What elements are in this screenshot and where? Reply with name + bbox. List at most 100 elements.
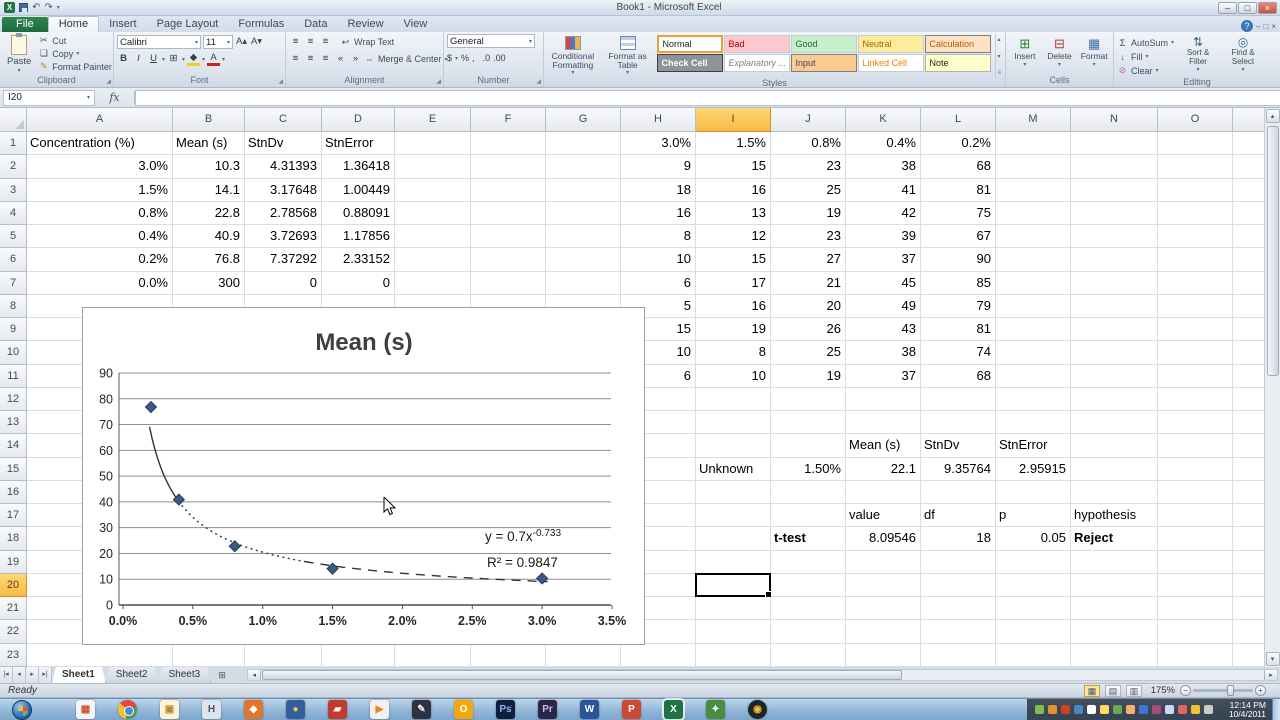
grid-cell-F7[interactable] — [471, 271, 546, 295]
column-header-E[interactable]: E — [395, 108, 471, 132]
grid-cell-K6[interactable]: 37 — [846, 248, 921, 272]
grid-cell-G5[interactable] — [546, 225, 621, 249]
grid-cell-K15[interactable]: 22.1 — [846, 457, 921, 481]
row-header-17[interactable]: 17 — [0, 504, 27, 528]
grid-cell-E23[interactable] — [395, 643, 471, 667]
grid-cell-O5[interactable] — [1158, 225, 1233, 249]
grid-cell-F3[interactable] — [471, 178, 546, 202]
grid-cell-L19[interactable] — [921, 550, 996, 574]
column-header-J[interactable]: J — [771, 108, 846, 132]
tray-icon-13[interactable] — [1190, 705, 1200, 714]
grow-font-icon[interactable]: A▴ — [235, 36, 248, 47]
grid-cell-O19[interactable] — [1158, 550, 1233, 574]
grid-cell-A4[interactable]: 0.8% — [27, 201, 173, 225]
grid-cell-M5[interactable] — [996, 225, 1071, 249]
grid-cell-B6[interactable]: 76.8 — [173, 248, 245, 272]
grid-cell-M8[interactable] — [996, 294, 1071, 318]
grid-cell-O20[interactable] — [1158, 573, 1233, 597]
grid-cell-G7[interactable] — [546, 271, 621, 295]
next-sheet-icon[interactable]: ▸ — [26, 667, 39, 683]
accounting-format-icon[interactable]: $ — [447, 53, 453, 63]
horizontal-scroll-thumb[interactable] — [262, 670, 903, 680]
grid-cell-D5[interactable]: 1.17856 — [322, 225, 395, 249]
clear-button[interactable]: ⊘ Clear ▾ — [1118, 65, 1159, 76]
cell-style-bad[interactable]: Bad — [724, 35, 791, 53]
grid-cell-A23[interactable] — [27, 643, 173, 667]
grid-cell-H6[interactable]: 10 — [621, 248, 696, 272]
grid-cell-J11[interactable]: 19 — [771, 364, 846, 388]
grid-cell-J12[interactable] — [771, 387, 846, 411]
grid-cell-O11[interactable] — [1158, 364, 1233, 388]
grid-cell-L22[interactable] — [921, 620, 996, 644]
grid-cell-I13[interactable] — [696, 411, 771, 435]
grid-cell-L7[interactable]: 85 — [921, 271, 996, 295]
grid-cell-J13[interactable] — [771, 411, 846, 435]
grid-cell-B5[interactable]: 40.9 — [173, 225, 245, 249]
grid-cell-N23[interactable] — [1071, 643, 1158, 667]
grid-cell-N3[interactable] — [1071, 178, 1158, 202]
grid-cell-O21[interactable] — [1158, 597, 1233, 621]
grid-cell-I12[interactable] — [696, 387, 771, 411]
grid-cell-M21[interactable] — [996, 597, 1071, 621]
grid-cell-K10[interactable]: 38 — [846, 341, 921, 365]
tab-file[interactable]: File — [2, 17, 48, 32]
grid-cell-I17[interactable] — [696, 504, 771, 528]
grid-cell-A3[interactable]: 1.5% — [27, 178, 173, 202]
normal-view-icon[interactable]: ▦ — [1084, 684, 1100, 697]
tray-icon-9[interactable] — [1138, 705, 1148, 714]
grid-cell-M1[interactable] — [996, 132, 1071, 156]
tab-insert[interactable]: Insert — [109, 18, 137, 30]
row-header-21[interactable]: 21 — [0, 597, 27, 621]
conditional-formatting-button[interactable]: Conditional Formatting ▾ — [547, 34, 599, 78]
qat-dropdown-icon[interactable]: ▾ — [56, 5, 60, 11]
grid-cell-K13[interactable] — [846, 411, 921, 435]
cell-style-linked-cell[interactable]: Linked Cell — [858, 54, 925, 72]
grid-cell-O4[interactable] — [1158, 201, 1233, 225]
format-painter-button[interactable]: ✎ Format Painter — [40, 61, 112, 72]
grid-cell-J1[interactable]: 0.8% — [771, 132, 846, 156]
grid-cell-O14[interactable] — [1158, 434, 1233, 458]
grid-cell-H7[interactable]: 6 — [621, 271, 696, 295]
grid-cell-E4[interactable] — [395, 201, 471, 225]
grid-cell-K4[interactable]: 42 — [846, 201, 921, 225]
tab-data[interactable]: Data — [304, 18, 328, 30]
grid-cell-O18[interactable] — [1158, 527, 1233, 551]
grid-cell-L5[interactable]: 67 — [921, 225, 996, 249]
grid-cell-I2[interactable]: 15 — [696, 155, 771, 179]
wrap-text-button[interactable]: ↩ Wrap Text — [341, 36, 395, 48]
font-size-select[interactable]: 11 ▾ — [203, 35, 233, 49]
grid-cell-H4[interactable]: 16 — [621, 201, 696, 225]
grid-cell-H5[interactable]: 8 — [621, 225, 696, 249]
grid-cell-K11[interactable]: 37 — [846, 364, 921, 388]
grid-cell-J2[interactable]: 23 — [771, 155, 846, 179]
grid-cell-N4[interactable] — [1071, 201, 1158, 225]
grid-cell-N7[interactable] — [1071, 271, 1158, 295]
grid-cell-I11[interactable]: 10 — [696, 364, 771, 388]
grid-cell-L23[interactable] — [921, 643, 996, 667]
grid-cell-L3[interactable]: 81 — [921, 178, 996, 202]
scroll-up-icon[interactable]: ▴ — [1265, 109, 1280, 123]
sheet-tab-sheet2[interactable]: Sheet2 — [106, 667, 159, 683]
grid-cell-K9[interactable]: 43 — [846, 318, 921, 342]
grid-cell-E1[interactable] — [395, 132, 471, 156]
insert-function-icon[interactable]: fx — [95, 91, 135, 104]
tray-icon-5[interactable] — [1086, 705, 1096, 714]
grid-cell-O8[interactable] — [1158, 294, 1233, 318]
grid-cell-N17[interactable]: hypothesis — [1071, 504, 1158, 528]
grid-cell-K23[interactable] — [846, 643, 921, 667]
font-name-select[interactable]: Calibri ▾ — [117, 35, 201, 49]
grid-cell-N14[interactable] — [1071, 434, 1158, 458]
workbook-close-icon[interactable]: × — [1271, 21, 1276, 31]
autosum-button[interactable]: Σ AutoSum ▾ — [1117, 36, 1174, 49]
grid-cell-O7[interactable] — [1158, 271, 1233, 295]
grid-cell-M3[interactable] — [996, 178, 1071, 202]
tab-review[interactable]: Review — [347, 18, 384, 30]
row-header-3[interactable]: 3 — [0, 178, 27, 202]
grid-cell-A7[interactable]: 0.0% — [27, 271, 173, 295]
grid-cell-I1[interactable]: 1.5% — [696, 132, 771, 156]
tray-icon-6[interactable] — [1099, 705, 1109, 714]
grid-cell-L17[interactable]: df — [921, 504, 996, 528]
grid-cell-H3[interactable]: 18 — [621, 178, 696, 202]
grid-cell-I19[interactable] — [696, 550, 771, 574]
name-box-dropdown-icon[interactable]: ▾ — [86, 95, 90, 101]
